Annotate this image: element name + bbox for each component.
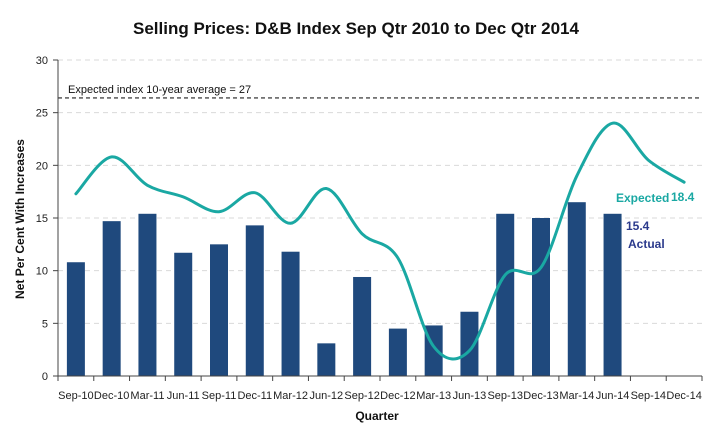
axes	[57, 60, 702, 377]
line-series-expected	[74, 121, 686, 361]
bar-series-actual	[66, 202, 622, 376]
expected-last-value-label: 18.4	[671, 190, 695, 204]
y-tick-label: 30	[36, 55, 48, 67]
y-axis-title: Net Per Cent With Increases	[13, 139, 27, 299]
y-tick-label: 0	[42, 371, 48, 383]
y-tick-label: 15	[36, 213, 48, 225]
x-tick-label: Jun-13	[453, 390, 487, 402]
x-tick-label: Jun-12	[310, 390, 344, 402]
x-tick-label: Dec-12	[380, 390, 415, 402]
x-tick-label: Sep-11	[202, 390, 237, 402]
x-tick-label: Dec-13	[523, 390, 558, 402]
bar	[281, 251, 300, 376]
x-tick-label: Dec-11	[237, 390, 272, 402]
x-tick-label: Mar-11	[130, 390, 164, 402]
bar	[174, 252, 193, 376]
x-axis-ticks: Sep-10 Dec-10 Mar-11 Jun-11 Sep-11 Dec-11 Mar-…	[57, 376, 703, 402]
y-tick-label: 20	[36, 160, 48, 172]
bar	[102, 221, 121, 376]
y-tick-label: 25	[36, 108, 48, 120]
x-tick-label: Dec-14	[666, 390, 701, 402]
bar	[388, 328, 407, 376]
expected-series-label: Expected	[616, 191, 669, 205]
bar	[245, 225, 264, 376]
x-axis-title: Quarter	[355, 409, 399, 423]
x-tick-label: Jun-11	[167, 390, 200, 402]
y-tick-label: 5	[42, 318, 48, 330]
x-tick-label: Mar-13	[416, 390, 451, 402]
y-axis-ticks: 0 5 10 15 20 25 30	[36, 55, 58, 383]
bar	[210, 244, 228, 376]
x-tick-label: Sep-14	[631, 390, 666, 402]
bar	[567, 202, 586, 376]
reference-line-label: Expected index 10-year average = 27	[68, 84, 251, 96]
bar	[603, 213, 622, 376]
bar	[353, 276, 372, 376]
bar	[496, 213, 515, 376]
x-tick-label: Dec-10	[94, 390, 129, 402]
bar	[138, 213, 157, 376]
actual-series-label: Actual	[628, 237, 665, 251]
bar	[532, 218, 550, 376]
bar	[317, 343, 336, 376]
x-tick-label: Sep-13	[487, 390, 522, 402]
x-tick-label: Sep-12	[344, 390, 379, 402]
x-tick-label: Sep-10	[58, 390, 93, 402]
x-tick-label: Mar-12	[273, 390, 308, 402]
expected-line	[74, 121, 686, 361]
x-tick-label: Jun-14	[596, 390, 630, 402]
chart-title: Selling Prices: D&B Index Sep Qtr 2010 t…	[133, 19, 579, 38]
y-tick-label: 10	[36, 266, 48, 278]
bar	[66, 262, 85, 376]
x-tick-label: Mar-14	[559, 390, 594, 402]
bar	[460, 311, 479, 376]
actual-last-value-label: 15.4	[626, 219, 650, 233]
